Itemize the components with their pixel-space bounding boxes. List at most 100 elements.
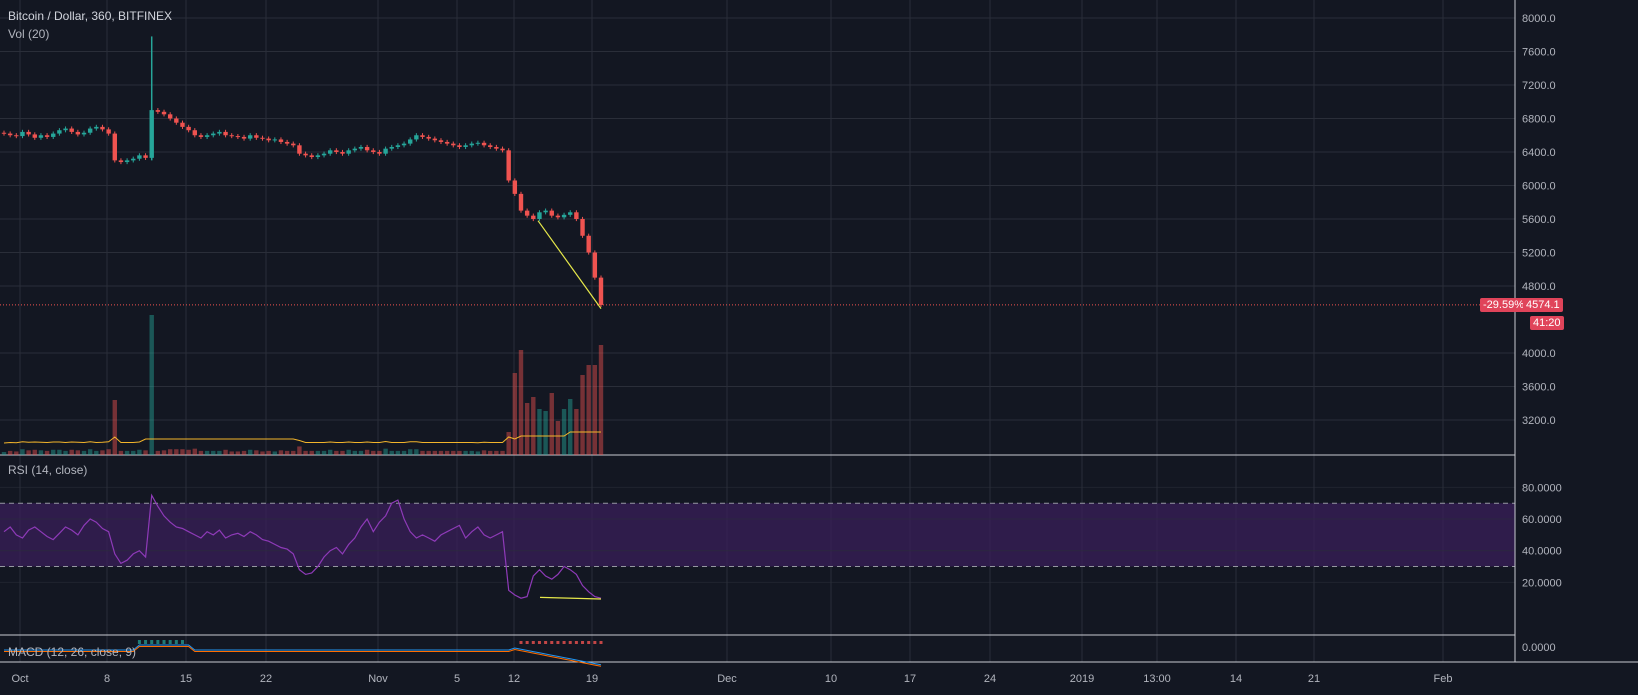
volume-bar bbox=[327, 449, 333, 455]
volume-bar bbox=[87, 449, 93, 455]
volume-bar bbox=[364, 449, 370, 455]
candle-body bbox=[346, 150, 351, 154]
time-axis-tick-label: 21 bbox=[1308, 673, 1320, 685]
candle-body bbox=[1, 132, 7, 134]
candle-body bbox=[303, 153, 308, 156]
volume-bar bbox=[358, 450, 364, 455]
candle-body bbox=[500, 148, 505, 151]
candle-body bbox=[574, 212, 579, 219]
candle-body bbox=[254, 135, 259, 138]
volume-bar bbox=[217, 450, 222, 455]
rsi-trend-line bbox=[539, 596, 602, 600]
rsi-axis-tick-label: 20.0000 bbox=[1522, 577, 1562, 589]
volume-bar bbox=[401, 450, 407, 455]
macd-histogram-bar bbox=[137, 640, 141, 644]
price-axis-tick-label: 6400.0 bbox=[1522, 147, 1556, 159]
candle-body bbox=[494, 146, 499, 149]
candle-body bbox=[161, 111, 167, 115]
rsi-label: RSI (14, close) bbox=[8, 463, 88, 477]
candle-body bbox=[426, 136, 431, 139]
candle-body bbox=[518, 193, 524, 211]
candle-body bbox=[75, 131, 81, 135]
candle-body bbox=[555, 215, 561, 218]
volume-bar bbox=[7, 450, 13, 455]
volume-bar bbox=[592, 365, 598, 455]
volume-bar bbox=[432, 450, 438, 455]
volume-bar bbox=[543, 411, 548, 455]
candle-body bbox=[241, 136, 247, 139]
candle-body bbox=[186, 126, 191, 131]
candle-body bbox=[408, 139, 413, 144]
macd-histogram-bar bbox=[525, 641, 529, 644]
volume-bar bbox=[204, 450, 210, 455]
volume-bar bbox=[186, 449, 191, 455]
time-axis-tick-label: Oct bbox=[11, 673, 28, 685]
volume-bar bbox=[57, 449, 62, 455]
candle-body bbox=[106, 129, 111, 134]
volume-bar bbox=[426, 450, 431, 455]
candle-body bbox=[235, 136, 241, 138]
macd-histogram-bar bbox=[168, 640, 172, 644]
candle-body bbox=[223, 131, 228, 136]
volume-bar bbox=[284, 450, 290, 455]
volume-bar bbox=[500, 450, 505, 455]
macd-histogram-bar bbox=[568, 641, 572, 644]
volume-bar bbox=[561, 409, 567, 455]
candle-body bbox=[561, 214, 567, 218]
volume-bar bbox=[266, 450, 271, 455]
candle-body bbox=[586, 235, 591, 253]
volume-bar bbox=[340, 450, 345, 455]
time-axis-tick-label: 10 bbox=[825, 673, 837, 685]
macd-line bbox=[4, 644, 602, 666]
candle-body bbox=[198, 135, 204, 137]
macd-axis-tick-label: 0.0000 bbox=[1522, 642, 1556, 654]
macd-histogram-bar bbox=[574, 641, 578, 644]
volume-bar bbox=[14, 451, 19, 455]
volume-bar bbox=[580, 375, 585, 455]
volume-bar bbox=[20, 449, 25, 455]
candle-body bbox=[309, 155, 314, 158]
candle-body bbox=[155, 110, 161, 112]
volume-bar bbox=[124, 450, 130, 455]
time-axis-tick-label: 2019 bbox=[1070, 673, 1094, 685]
volume-bar bbox=[100, 450, 105, 455]
candle-body bbox=[358, 146, 364, 149]
candle-body bbox=[592, 252, 598, 278]
volume-bar bbox=[94, 450, 99, 455]
volume-bar bbox=[63, 450, 68, 455]
time-axis-tick-label: 17 bbox=[904, 673, 916, 685]
volume-bar bbox=[321, 450, 327, 455]
candle-body bbox=[217, 131, 222, 134]
candle-body bbox=[457, 145, 462, 147]
macd-histogram-bar bbox=[174, 640, 178, 644]
volume-bar bbox=[488, 450, 493, 455]
volume-bar bbox=[518, 350, 524, 455]
change-percent-tag: -29.59% bbox=[1480, 298, 1527, 312]
volume-bar bbox=[229, 451, 234, 455]
volume-bar bbox=[75, 450, 81, 455]
volume-bar bbox=[481, 450, 487, 455]
candle-body bbox=[481, 142, 487, 146]
candle-body bbox=[327, 150, 333, 154]
price-axis-tick-label: 3600.0 bbox=[1522, 382, 1556, 394]
macd-histogram-bar bbox=[581, 641, 585, 644]
volume-bar bbox=[235, 451, 241, 455]
candle-body bbox=[192, 130, 197, 136]
candle-body bbox=[475, 142, 481, 144]
price-axis-tick-label: 3200.0 bbox=[1522, 415, 1556, 427]
candle-body bbox=[204, 135, 210, 137]
volume-bar bbox=[180, 449, 185, 455]
macd-histogram-bar bbox=[144, 640, 148, 644]
volume-bar bbox=[303, 450, 308, 455]
volume-bar bbox=[223, 449, 228, 455]
candle-body bbox=[137, 155, 142, 159]
chart-title: Bitcoin / Dollar, 360, BITFINEX bbox=[8, 9, 173, 23]
time-axis-tick-label: 14 bbox=[1230, 673, 1242, 685]
candle-body bbox=[401, 143, 407, 146]
volume-bar bbox=[537, 409, 542, 455]
macd-histogram-bar bbox=[519, 641, 523, 644]
volume-bar bbox=[315, 450, 321, 455]
candle-body bbox=[131, 158, 136, 161]
volume-bar bbox=[598, 345, 604, 455]
